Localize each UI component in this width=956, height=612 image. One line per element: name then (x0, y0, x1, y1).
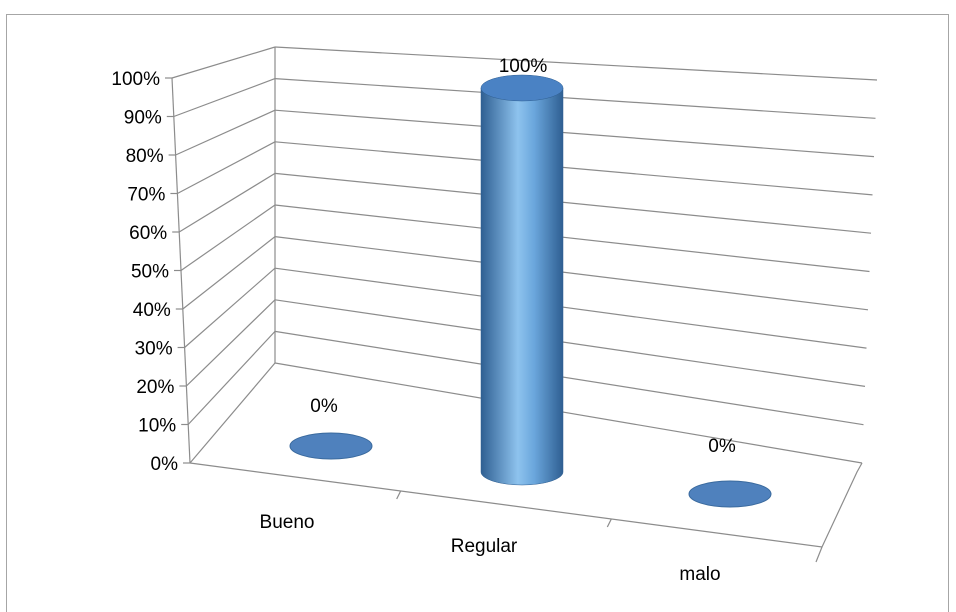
y-tick-label: 30% (135, 339, 173, 360)
gridline-back (274, 109, 875, 158)
data-label: 0% (310, 396, 338, 417)
bar-cylinder-top (480, 74, 564, 102)
data-label: 100% (499, 56, 548, 77)
gridline-side (182, 236, 276, 310)
y-tick-label: 90% (124, 108, 162, 129)
x-tick-mark (396, 490, 402, 500)
gridlines (171, 46, 878, 464)
gridline-side (180, 204, 276, 271)
bar-cylinder-body (480, 87, 564, 486)
y-tick-label: 20% (136, 377, 174, 398)
y-axis-ticks: 0% 10% 20% 30% 40% 50% 60% 70% 80% 90% 100% (111, 69, 190, 475)
x-axis-categories: Bueno Regular malo (260, 512, 721, 585)
gridline-back (274, 78, 876, 119)
gridline-back (274, 172, 872, 234)
gridline-back (274, 46, 878, 81)
bar-cylinder-flat (289, 432, 373, 460)
floor-front-edge (189, 462, 863, 548)
gridline-side (189, 362, 276, 464)
gridline-side (177, 141, 276, 195)
gridline-side (187, 330, 276, 425)
y-tick-label: 40% (133, 300, 171, 321)
gridline-side (175, 109, 276, 156)
category-label: Regular (451, 536, 518, 557)
category-label: Bueno (260, 512, 315, 533)
y-tick-label: 80% (126, 146, 164, 167)
y-tick-label: 60% (129, 223, 167, 244)
gridline-side (185, 299, 276, 387)
gridline-back (274, 204, 870, 273)
bars (289, 74, 772, 508)
gridline-side (171, 46, 276, 79)
chart-frame (6, 14, 949, 612)
y-tick-label: 50% (131, 262, 169, 283)
y-tick-label: 70% (127, 185, 165, 206)
x-tick-mark (606, 518, 612, 528)
data-labels: 0% 100% 0% (310, 56, 736, 457)
y-tick-label: 100% (111, 69, 160, 90)
gridline-side (184, 267, 276, 348)
y-tick-label: 10% (138, 416, 176, 437)
gridline-side (178, 172, 276, 233)
gridline-back (274, 330, 864, 426)
category-label: malo (679, 564, 720, 585)
gridline-side (173, 78, 276, 118)
floor-corner-tick (815, 546, 823, 563)
gridline-back (274, 236, 869, 311)
gridline-back (274, 362, 863, 464)
bar-cylinder-flat (688, 480, 772, 508)
gridline-back (274, 267, 867, 349)
gridline-back (274, 299, 866, 387)
gridline-back (274, 141, 873, 196)
data-label: 0% (708, 436, 736, 457)
y-tick-label: 0% (151, 454, 179, 475)
